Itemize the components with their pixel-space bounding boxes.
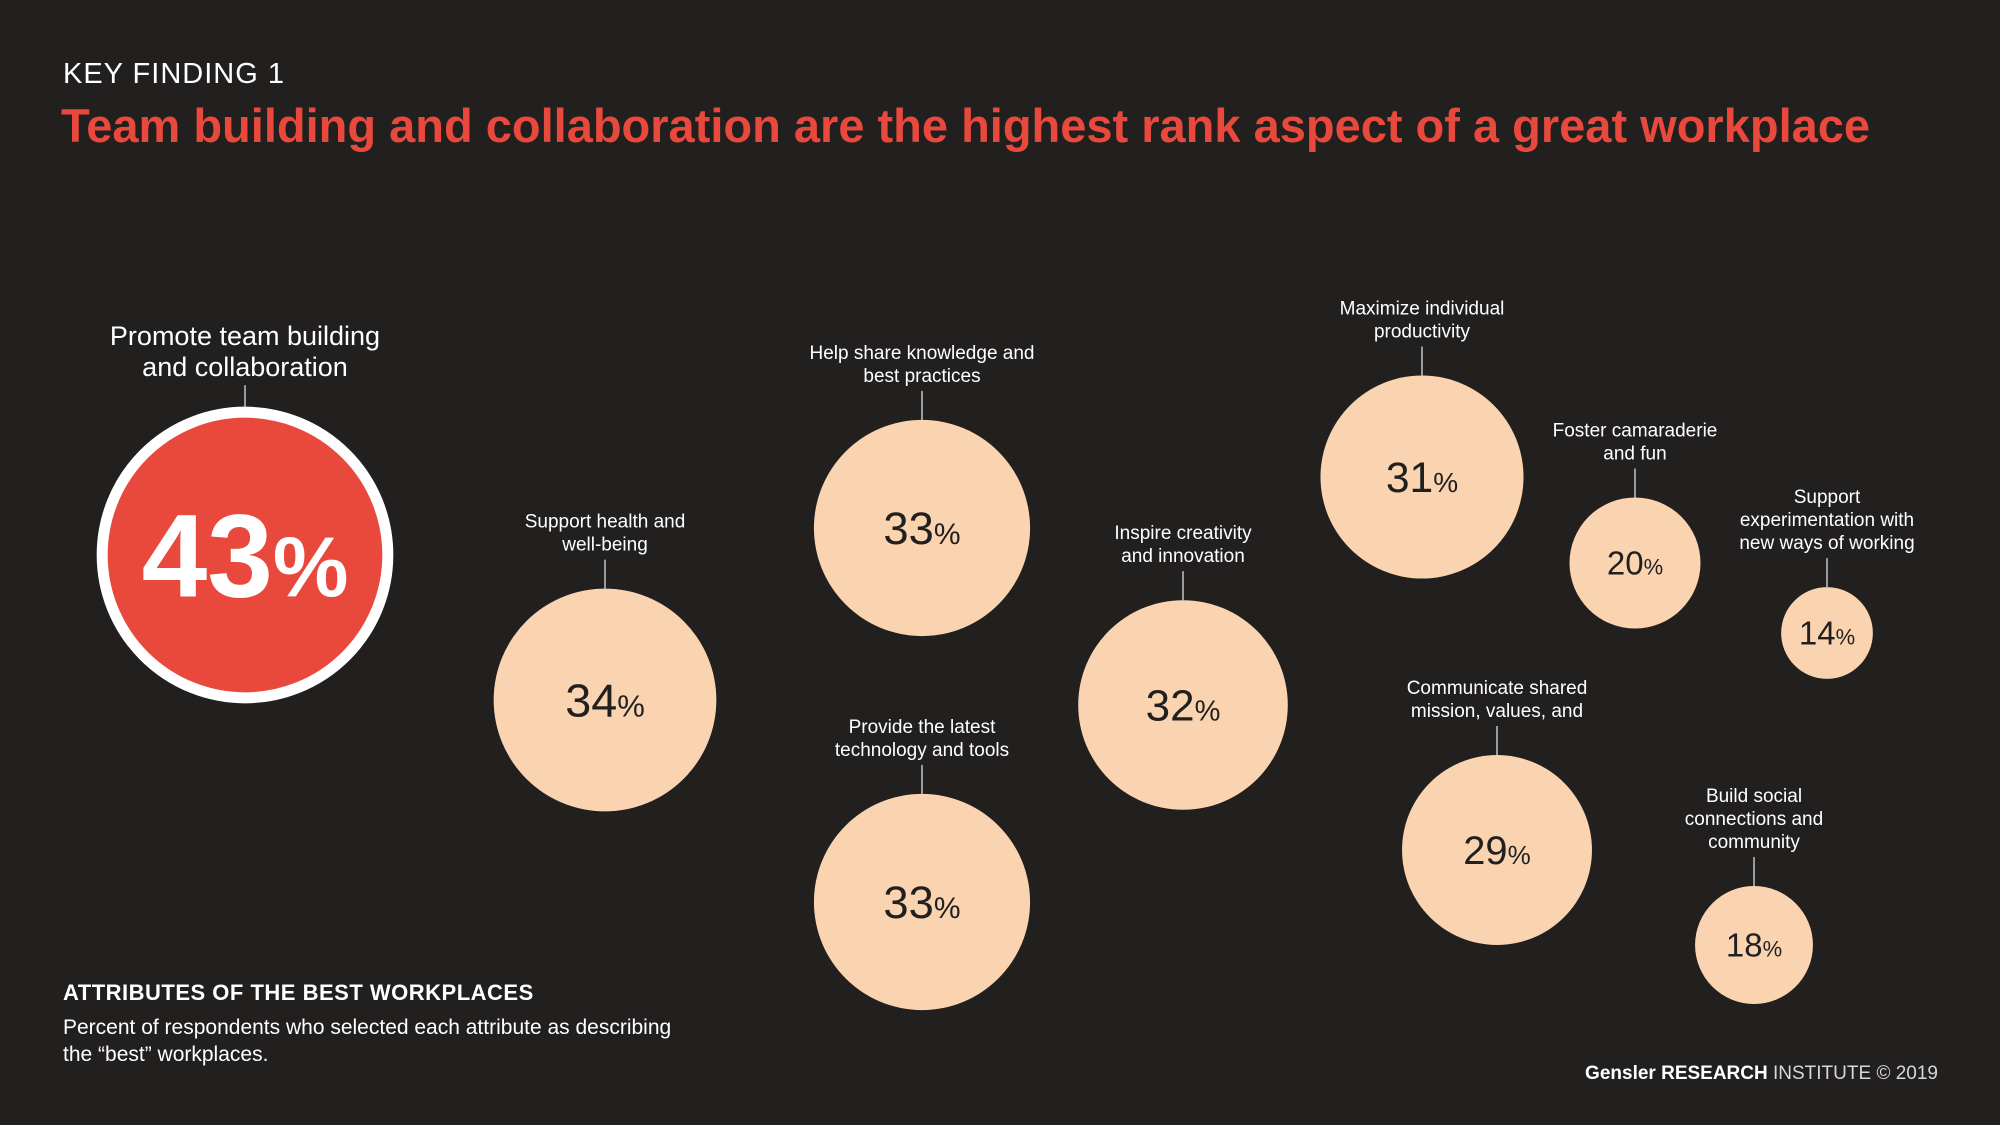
bubble-label: Support health and [525, 512, 686, 533]
bubble-value: 33% [883, 877, 960, 928]
bubble-value: 34% [565, 674, 645, 726]
bubble-label: Promote team building [110, 321, 380, 351]
bubble-value: 14% [1799, 615, 1855, 652]
bubble-label: Communicate shared [1407, 678, 1588, 699]
footnote-text: Percent of respondents who selected each… [63, 1016, 672, 1066]
bubble [1078, 600, 1288, 810]
bubble-label: well-being [561, 535, 648, 556]
bubble [1402, 755, 1592, 945]
bubble [493, 588, 717, 812]
bubble-label: Provide the latest [849, 717, 997, 738]
headline: Team building and collaboration are the … [61, 99, 1871, 152]
bubble-label: and innovation [1121, 546, 1245, 567]
bubble-label: new ways of working [1739, 533, 1914, 554]
bubble-value: 29% [1463, 829, 1530, 873]
bubble [813, 793, 1031, 1011]
bubble [1781, 587, 1873, 679]
bubble-label: productivity [1374, 321, 1471, 342]
bubble [1695, 886, 1813, 1004]
bubble-label: and collaboration [142, 352, 348, 382]
bubble-value: 31% [1386, 454, 1458, 502]
bubble-label: Maximize individual [1340, 298, 1505, 319]
bubble-label: Support [1794, 487, 1861, 508]
bubble-label: and fun [1603, 444, 1666, 465]
bubble-value: 43% [142, 490, 349, 622]
credit-research: RESEARCH [1661, 1063, 1768, 1084]
bubble-value: 20% [1607, 545, 1663, 582]
bubble-value: 33% [883, 503, 960, 554]
credit-rest: INSTITUTE © 2019 [1767, 1063, 1938, 1084]
bubble [813, 419, 1031, 637]
bubble-label: technology and tools [835, 740, 1009, 761]
bubble-highlight [96, 406, 394, 704]
bubble-label: connections and [1685, 809, 1823, 830]
bubble-label: mission, values, and [1411, 701, 1583, 722]
credit-brand: Gensler [1585, 1063, 1656, 1084]
bubble [1569, 497, 1701, 629]
key-finding-label: KEY FINDING 1 [63, 58, 285, 90]
bubble-label: best practices [863, 366, 980, 387]
bubble [1320, 375, 1524, 579]
bubble-value: 18% [1726, 927, 1782, 964]
credit-line: Gensler RESEARCH INSTITUTE © 2019 [1585, 1063, 1938, 1085]
bubble-label: Build social [1706, 786, 1802, 807]
footnote-title: ATTRIBUTES OF THE BEST WORKPLACES [63, 980, 534, 1005]
bubble-value: 32% [1146, 681, 1221, 730]
bubble-label: experimentation with [1740, 510, 1914, 531]
bubble-label: Inspire creativity [1114, 523, 1252, 544]
bubble-label: Help share knowledge and [810, 343, 1035, 364]
bubble-label: Foster camaraderie [1553, 421, 1718, 442]
bubble-label: community [1708, 832, 1800, 853]
